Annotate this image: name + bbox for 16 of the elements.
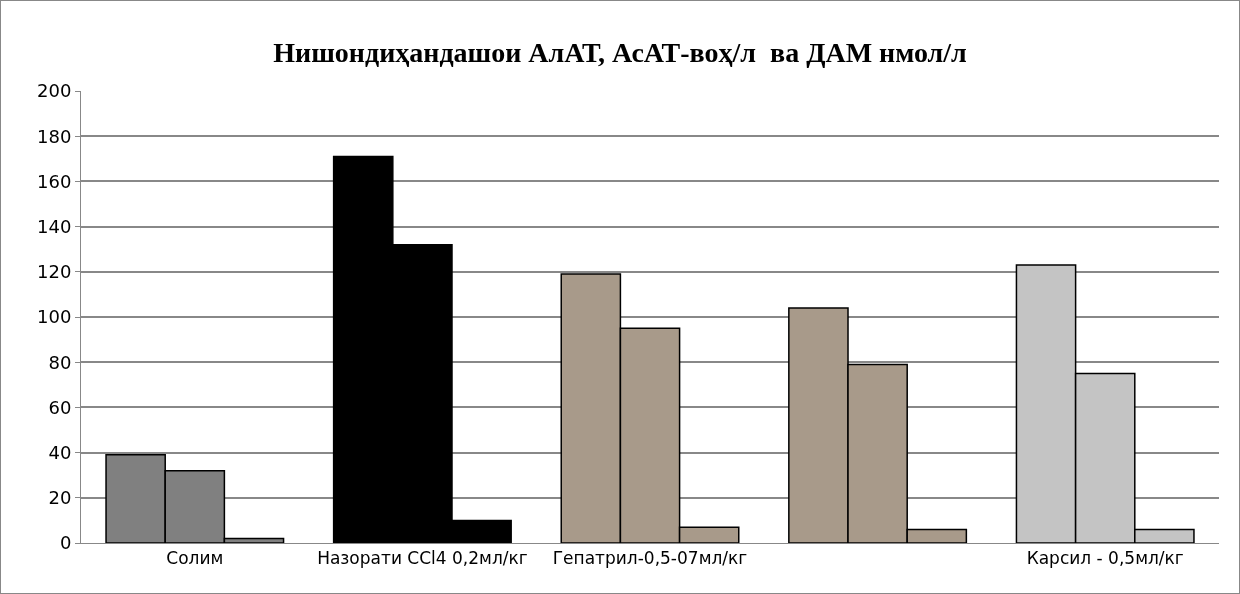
y-tick-label: 120: [37, 261, 72, 283]
y-tick-label: 20: [48, 487, 72, 509]
y-tick-label: 160: [37, 170, 72, 192]
y-tick-label: 180: [37, 125, 72, 147]
x-tick-label: Гепатрил-0,5-07мл/кг: [552, 548, 748, 569]
y-tick-label: 200: [37, 80, 72, 102]
y-tick-label: 60: [48, 396, 72, 418]
chart-title: Нишондиҳандашои АлАТ, АсАТ-воҳ/л ва ДАМ нмол/л: [273, 37, 967, 69]
y-tick-label: 140: [37, 215, 72, 237]
y-tick-label: 80: [48, 351, 72, 373]
x-tick-label: Назорати CCl4 0,2мл/кг: [317, 548, 528, 569]
y-tick-label: 100: [37, 306, 72, 328]
x-tick-label: Карсил - 0,5мл/кг: [1026, 548, 1184, 569]
y-tick-label: 0: [59, 532, 72, 554]
y-tick-label: 40: [48, 441, 72, 463]
x-tick-label: Солим: [166, 548, 224, 569]
